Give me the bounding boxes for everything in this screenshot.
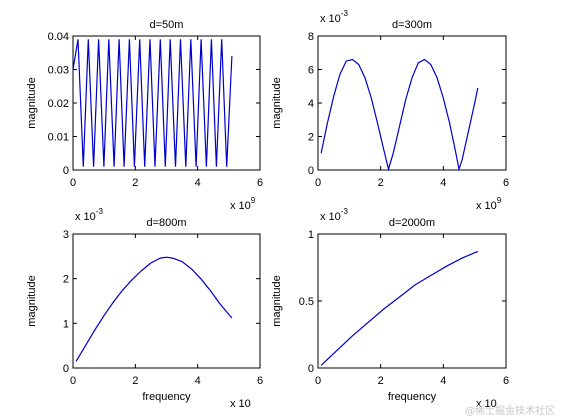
series-line [320,250,479,366]
x-tick-label: 2 [132,375,138,387]
x-tick-label: 4 [195,177,201,189]
subplot-2: 0 2 4 6 0 2 4 6 8 d=300m magnitude x 109 x 10-3 [271,9,509,212]
y-tick-label: 0.01 [48,132,69,144]
y-tick-label: 3 [63,229,69,241]
x-tick-label: 2 [378,375,384,387]
y-tick-label: 0.03 [48,65,69,77]
y-axis-exponent: x 10-3 [75,207,103,223]
y-tick-label: 0 [63,165,69,177]
y-axis-label: magnitude [271,77,283,128]
y-axis-exponent: x 10-3 [320,9,348,25]
x-tick-label: 6 [257,375,263,387]
x-axis-exponent: x 10 [230,398,251,410]
x-axis-exponent: x 109 [476,196,502,212]
x-tick-label: 4 [440,375,446,387]
x-tick-label: 6 [503,177,509,189]
x-tick-label: 4 [195,375,201,387]
y-tick-label: 0.04 [48,31,69,43]
y-axis-label: magnitude [26,275,38,326]
x-axis-exponent: x 10 [476,398,497,410]
y-tick-label: 0 [308,165,314,177]
y-tick-label: 0.02 [48,98,69,110]
y-tick-label: 4 [308,98,314,110]
y-axis-label: magnitude [26,77,38,128]
y-tick-label: 8 [308,31,314,43]
x-tick-label: 2 [132,177,138,189]
subplot-1: 0 2 4 6 0 0.01 0.02 0.03 0.04 d=50m magnitude x 109 [26,19,263,212]
x-tick-label: 6 [257,177,263,189]
x-tick-label: 0 [315,177,321,189]
x-axis-exponent: x 109 [230,196,256,212]
x-tick-label: 4 [440,177,446,189]
series-line [75,256,233,362]
subplot-3: 0 2 4 6 0 1 2 3 d=800m magnitude frequency x 10 x 10… [26,207,263,410]
axes-box [317,35,507,171]
y-tick-label: 6 [308,65,314,77]
chart-title: d=300m [392,19,432,31]
y-tick-label: 2 [308,132,314,144]
y-tick-label: 2 [63,274,69,286]
x-tick-label: 0 [70,375,76,387]
chart-title: d=2000m [389,217,435,229]
x-axis-label: frequency [388,391,437,403]
axes-box [317,233,507,369]
watermark-text: @稀土掘金技术社区 [465,404,555,417]
x-axis-label: frequency [142,391,191,403]
x-tick-label: 0 [315,375,321,387]
y-tick-label: 0 [63,363,69,375]
y-axis-label: magnitude [271,275,283,326]
subplot-4: 0 2 4 6 0 0.5 1 d=2000m magnitude frequency x 10 x … [271,207,509,410]
axes-box [72,233,261,369]
y-tick-label: 1 [63,318,69,330]
x-tick-label: 0 [70,177,76,189]
series-line [72,39,233,167]
y-tick-label: 0.5 [299,296,314,308]
chart-title: d=800m [146,217,186,229]
chart-title: d=50m [150,19,184,31]
y-tick-label: 0 [308,363,314,375]
series-line [320,58,479,172]
x-tick-label: 6 [503,375,509,387]
y-axis-exponent: x 10-3 [320,207,348,223]
x-tick-label: 2 [378,177,384,189]
y-tick-label: 1 [308,229,314,241]
